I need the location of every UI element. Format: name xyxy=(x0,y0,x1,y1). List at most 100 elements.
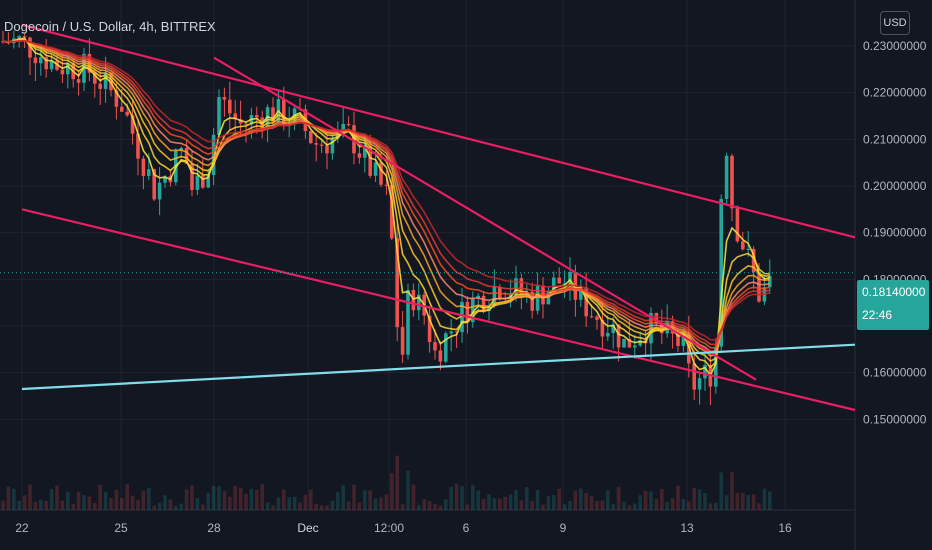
volume-bar xyxy=(606,490,610,510)
candle-body xyxy=(719,198,723,347)
volume-bar xyxy=(217,486,221,510)
volume-bar xyxy=(589,496,594,510)
volume-bar xyxy=(292,496,297,510)
candle-body xyxy=(562,283,567,285)
candle-body xyxy=(606,333,610,337)
candle-body xyxy=(681,334,686,346)
candle-body xyxy=(157,182,162,200)
volume-bar xyxy=(282,489,286,510)
volume-bar xyxy=(508,494,513,510)
candle-body xyxy=(206,175,210,188)
price-axis[interactable]: 0.150000000.160000000.170000000.18000000… xyxy=(863,39,927,426)
volume-bar xyxy=(39,499,43,510)
volume-bar xyxy=(93,503,97,510)
volume-bar xyxy=(174,505,178,510)
volume-bar xyxy=(211,486,216,510)
candle-body xyxy=(222,97,227,100)
volume-bar xyxy=(201,504,205,510)
trendline-descending-channel-lower[interactable] xyxy=(21,208,856,412)
candle-body xyxy=(379,162,383,185)
candle-body xyxy=(735,208,740,242)
candle-body xyxy=(330,138,335,154)
volume-bar xyxy=(44,500,48,510)
candle-body xyxy=(125,111,129,116)
candle-body xyxy=(201,175,205,188)
candle-body xyxy=(368,145,372,176)
volume-bar xyxy=(168,499,173,510)
candle-body xyxy=(60,69,65,75)
time-tick-label: 13 xyxy=(680,521,694,535)
candle-body xyxy=(39,57,43,64)
volume-bar xyxy=(530,501,534,510)
currency-badge[interactable]: USD xyxy=(880,11,910,35)
time-tick-label: 16 xyxy=(778,521,792,535)
volume-bar xyxy=(114,489,119,510)
volume-bar xyxy=(638,495,642,510)
time-tick-label: 12:00 xyxy=(374,521,404,535)
volume-bar xyxy=(195,498,200,510)
price-tick-label: 0.23000000 xyxy=(863,39,927,53)
volume-bar xyxy=(157,502,162,510)
volume-bar xyxy=(514,489,518,510)
candle-body xyxy=(120,106,124,112)
volume-bar xyxy=(352,484,356,510)
candle-body xyxy=(417,294,421,311)
candle-body xyxy=(309,131,313,144)
time-axis[interactable]: 22 25 28 Dec 12:00 6 9 13 16 xyxy=(15,521,792,535)
volume-bar xyxy=(276,497,281,510)
candle-body xyxy=(611,324,615,334)
candle-body xyxy=(346,123,351,126)
candle-body xyxy=(271,107,275,123)
trendline-steep-resistance[interactable] xyxy=(213,56,757,381)
candle-body xyxy=(314,143,318,145)
volume-bar xyxy=(670,498,675,510)
symbol-title[interactable]: Dogecoin / U.S. Dollar, 4h, BITTREX xyxy=(4,19,216,34)
candle-body xyxy=(265,107,270,130)
volume-bar xyxy=(498,498,502,510)
volume-bar xyxy=(660,489,664,510)
candle-body xyxy=(427,315,432,343)
candle-body xyxy=(325,145,329,154)
volume-bar xyxy=(141,490,146,510)
candle-body xyxy=(444,333,448,362)
volume-bar xyxy=(33,501,38,510)
volume-bar xyxy=(271,505,275,510)
volume-bar xyxy=(552,495,556,510)
candle-body xyxy=(579,287,583,300)
candle-body xyxy=(492,286,497,307)
trendlines[interactable] xyxy=(21,23,856,412)
candle-body xyxy=(44,57,48,70)
volume-bar xyxy=(265,502,270,510)
volume-bar xyxy=(60,500,65,510)
volume-bar xyxy=(676,485,680,510)
volume-bar xyxy=(573,490,578,510)
volume-bar xyxy=(71,504,75,510)
volume-bar xyxy=(697,489,702,510)
volume-bar xyxy=(206,492,210,510)
candle-body xyxy=(66,63,70,75)
volume-bar xyxy=(568,500,572,510)
candle-body xyxy=(638,340,642,346)
volume-bar xyxy=(633,503,637,510)
trendline-descending-channel-upper[interactable] xyxy=(21,23,856,239)
volume-bar xyxy=(708,503,713,510)
price-tick-label: 0.20000000 xyxy=(863,179,927,193)
trendline-ascending-support[interactable] xyxy=(21,343,856,391)
volume-bar xyxy=(314,503,318,510)
volume-bar xyxy=(400,504,405,510)
candle-body xyxy=(519,278,524,295)
candle-body xyxy=(136,133,140,159)
candle-body xyxy=(616,324,621,348)
candle-body xyxy=(676,333,680,346)
ma-line xyxy=(2,39,770,357)
volume-bar xyxy=(611,503,615,510)
volume-bar xyxy=(303,494,308,510)
volume-bar xyxy=(622,501,626,510)
candle-body xyxy=(357,153,362,158)
volume-bar xyxy=(546,496,551,510)
volume-bar xyxy=(395,455,399,510)
volume-bar xyxy=(406,470,410,510)
candle-body xyxy=(724,155,729,199)
volume-bar xyxy=(190,485,194,510)
